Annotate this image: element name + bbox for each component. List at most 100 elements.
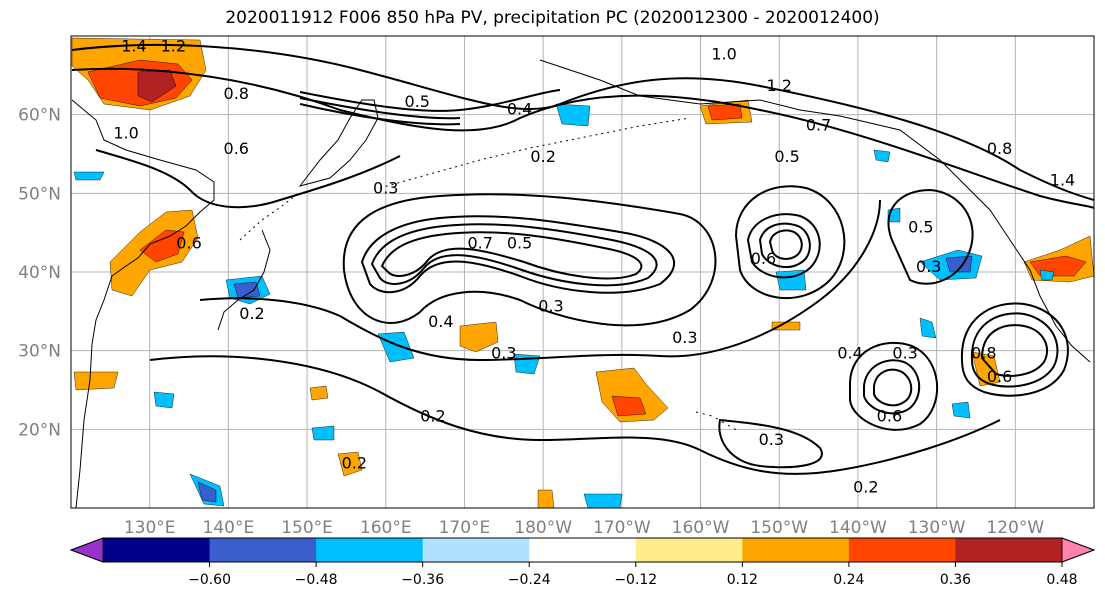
colorbar-tick-labels: −0.60 −0.48 −0.36 −0.24 −0.12 0.12 0.24 0.36 0.4… [188, 562, 1078, 588]
contour-value-label: 0.5 [507, 233, 532, 252]
contour-value-label: 0.8 [987, 139, 1012, 158]
colorbar-swatch [635, 538, 743, 562]
contour-value-label: 0.6 [176, 233, 201, 252]
colorbar-tick-label: −0.24 [508, 572, 551, 588]
lat-tick-label: 60°N [18, 106, 61, 126]
precip-positive-patch [595, 367, 669, 423]
precipitation-shading [71, 37, 1094, 508]
pv-contour [758, 222, 811, 269]
pv-contour [863, 359, 921, 415]
precip-negative-patch [555, 103, 591, 127]
precip-strong-patch [611, 395, 647, 417]
colorbar-tick-label: 0.48 [1046, 572, 1077, 588]
precip-positive-patch [537, 489, 555, 508]
contour-value-label: 0.3 [538, 296, 563, 315]
contour-value-label: 1.2 [161, 37, 186, 56]
precip-negative-patch [951, 401, 971, 419]
contour-value-label: 0.3 [491, 344, 516, 363]
contour-value-label: 0.5 [774, 147, 799, 166]
map-frame [70, 35, 1095, 509]
colorbar-tick-label: −0.36 [401, 572, 444, 588]
contour-value-label: 0.7 [467, 233, 492, 252]
precip-strong-patch [139, 229, 185, 263]
hawaiian-islands [695, 411, 741, 433]
lat-tick-label: 50°N [18, 184, 61, 204]
pv-contour [970, 312, 1059, 388]
pv-contour [149, 355, 1001, 475]
colorbar-tick-label: −0.12 [614, 572, 657, 588]
contour-value-label: 0.3 [759, 430, 784, 449]
pv-contour [718, 418, 823, 469]
pv-contour [95, 149, 401, 209]
lon-tick-label: 130°E [124, 518, 176, 538]
contour-value-label: 0.7 [806, 115, 831, 134]
precip-positive-patch [73, 371, 119, 391]
pv-contour [199, 199, 881, 362]
pv-contour [342, 193, 717, 327]
contour-value-label: 0.4 [507, 100, 532, 119]
pv-contour [980, 324, 1049, 377]
contour-value-label: 0.2 [420, 406, 445, 425]
precip-negative-patch [233, 281, 261, 299]
contour-value-label: 0.6 [224, 139, 249, 158]
precip-positive-patch [459, 321, 499, 353]
pv-contour [71, 67, 1094, 209]
pv-contour [887, 188, 974, 285]
pv-contour [299, 97, 461, 120]
contour-value-label: 0.3 [672, 328, 697, 347]
colorbar-swatch [103, 538, 211, 562]
pv-contour [360, 215, 675, 294]
lat-tick-label: 30°N [18, 342, 61, 362]
lon-tick-label: 130°W [908, 518, 966, 538]
pv-contour [960, 302, 1069, 397]
contour-value-label: 0.4 [428, 312, 453, 331]
lon-tick-label: 150°E [281, 518, 333, 538]
colorbar-swatch [209, 538, 317, 562]
lat-tick-label: 20°N [18, 420, 61, 440]
contour-value-label: 0.6 [751, 249, 776, 268]
colorbar-tick-label: 0.36 [940, 572, 971, 588]
pv-contour [299, 103, 461, 126]
pv-contour [746, 213, 821, 279]
colorbar-high-extend [1061, 537, 1096, 563]
colorbar-outline [69, 537, 1096, 563]
precip-positive-patch [771, 321, 801, 331]
lon-tick-label: 160°W [672, 518, 730, 538]
colorbar-tick-label: 0.24 [833, 572, 864, 588]
precip-negative-patch [583, 493, 623, 508]
contour-value-label: 0.3 [373, 178, 398, 197]
contour-value-label: 0.2 [342, 454, 367, 473]
colorbar-swatch [955, 538, 1063, 562]
contour-value-label: 1.4 [1050, 170, 1075, 189]
pv-contour [768, 229, 803, 260]
coastline-alaska [539, 59, 1011, 241]
colorbar-swatch [529, 538, 637, 562]
pv-contour [873, 368, 913, 407]
pv-contour [71, 43, 1094, 201]
contour-value-label: 0.6 [987, 367, 1012, 386]
precip-negative-patch [1039, 269, 1055, 281]
colorbar-low-extend [69, 537, 104, 563]
colorbar-swatch [422, 538, 530, 562]
colorbar [69, 537, 1096, 563]
contour-value-label: 1.0 [113, 123, 138, 142]
contour-value-label: 0.5 [908, 218, 933, 237]
lon-tick-label: 170°E [439, 518, 491, 538]
contour-value-label: 0.5 [405, 92, 430, 111]
coastline-north-america [1009, 239, 1091, 363]
contour-labels: 1.4 1.2 0.8 1.0 0.6 0.6 0.5 0.4 0.3 0.2 0.7 0.5 0.4 0… [113, 37, 1075, 497]
contour-value-label: 0.3 [892, 344, 917, 363]
pv-contours [71, 43, 1094, 475]
contour-value-label: 0.2 [853, 477, 878, 496]
contour-value-label: 0.4 [837, 344, 862, 363]
lat-tick-label: 40°N [18, 263, 61, 283]
pv-contour [849, 341, 939, 431]
precip-negative-patch [311, 425, 335, 441]
precip-positive-patch [309, 385, 329, 401]
contour-value-label: 0.2 [239, 304, 264, 323]
pv-contour [734, 185, 846, 300]
precip-strong-patch [707, 103, 743, 121]
lon-tick-label: 170°W [593, 518, 651, 538]
contour-value-label: 0.2 [530, 147, 555, 166]
